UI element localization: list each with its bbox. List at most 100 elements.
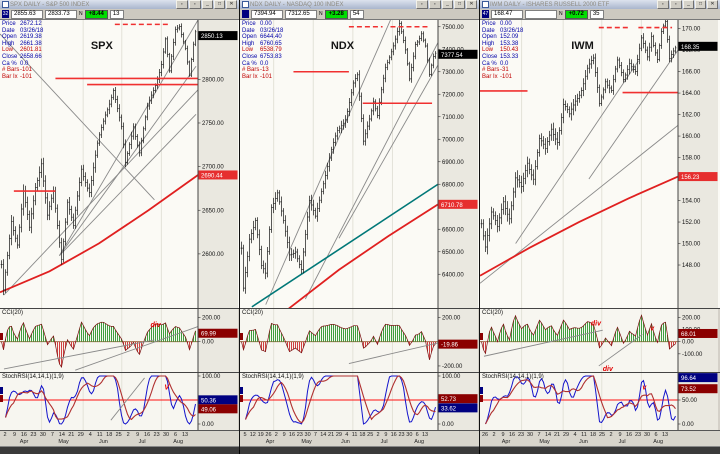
price-chart[interactable]: 2800.00 2750.00 2700.00 2650.00 2600.00 2690.… (0, 20, 239, 308)
window-titlebar[interactable]: IWM DAILY - ISHARES RUSSELL 2000 ETF ▪ ▪… (480, 0, 720, 9)
last-price-box: 168.35 (678, 41, 718, 51)
svg-text:0.00: 0.00 (682, 422, 694, 428)
maximize-button[interactable]: □ (214, 0, 225, 9)
cci-canvas[interactable]: 200.00 -200.00 -19.86 (240, 309, 478, 372)
month-label: Aug (173, 439, 184, 445)
chart-tool-icon[interactable]: ▪ (670, 0, 682, 9)
stochrsi-canvas[interactable]: v 50.00 0.00 96.64 73.52 (480, 373, 718, 430)
date-tick: 23 (517, 432, 525, 438)
cci-panel[interactable]: 200.00 -200.00 -19.86 CCI(20) (240, 308, 479, 372)
cci-value-box: 69.99 (198, 328, 238, 338)
svg-text:152.00: 152.00 (682, 220, 701, 226)
date-tick: 5 (243, 432, 247, 438)
stochrsi-panel[interactable]: V 100.00 0.00 50.36 49.06 StochRSI(14,14,1)(… (0, 372, 239, 430)
price-bars (480, 20, 677, 255)
window-titlebar[interactable]: SPX DAILY - S&P 500 INDEX ▪ ▪ _ □ ✕ (0, 0, 239, 9)
prev-price-box (525, 9, 557, 19)
scrollbar[interactable] (480, 446, 720, 454)
price-chart-canvas[interactable]: 170.00 168.00 166.00 164.00 162.00 160.00 158.… (480, 20, 718, 308)
time-axis[interactable]: 5 12 19 26 2 9 16 23 30 7 14 21 29 4 11 18 25 2 9 16 23 30 6 13… (240, 430, 479, 446)
chart-tool-icon[interactable]: ▪ (189, 0, 201, 9)
cci-panel[interactable]: div 200.00 0.00 69.99 CCI(20) (0, 308, 239, 372)
chart-tool-icon[interactable]: ▪ (176, 0, 188, 9)
window-title: SPX DAILY - S&P 500 INDEX (10, 1, 90, 8)
last-price-box: 2850.13 (198, 31, 238, 41)
month-label: Aug (653, 439, 664, 445)
date-tick: 29 (562, 432, 570, 438)
date-tick: 4 (345, 432, 349, 438)
month-label: Apr (501, 439, 511, 445)
maximize-button[interactable]: □ (454, 0, 465, 9)
close-button[interactable]: ✕ (707, 0, 718, 9)
exchange-flag: N (559, 11, 563, 17)
svg-text:2700.00: 2700.00 (202, 165, 224, 171)
chart-window: SPX DAILY - S&P 500 INDEX ▪ ▪ _ □ ✕ 32 2… (0, 0, 240, 454)
date-tick: 6 (173, 432, 178, 438)
maximize-button[interactable]: □ (695, 0, 706, 9)
trendline (483, 329, 603, 357)
price-chart[interactable]: 7500.007400.007300.007200.007100.007000.… (240, 20, 479, 308)
trendline (75, 326, 199, 371)
change-box: +8.44 (84, 9, 108, 19)
date-tick: 26 (481, 432, 489, 438)
price-chart-canvas[interactable]: 7500.007400.007300.007200.007100.007000.… (240, 20, 478, 308)
scrollbar[interactable] (240, 446, 479, 454)
close-button[interactable]: ✕ (466, 0, 477, 9)
stochrsi-value-box: 96.64 (678, 373, 718, 383)
symbol-flag: 32 (2, 10, 9, 18)
chart-tool-icon[interactable]: ▪ (416, 0, 428, 9)
scrollbar[interactable] (0, 446, 239, 454)
quote-header: 7394.94 7312.65 N +3.28 54 (240, 9, 479, 20)
close-button[interactable]: ✕ (226, 0, 237, 9)
trendline (338, 64, 439, 239)
count-box: 13 (109, 9, 124, 19)
svg-text:160.00: 160.00 (682, 134, 701, 140)
date-tick: 18 (589, 432, 597, 438)
date-tick: 25 (115, 432, 122, 438)
date-tick: 12 (249, 432, 256, 438)
divergence-annotation: div (150, 322, 161, 329)
chart-tool-icon[interactable]: ▪ (657, 0, 669, 9)
price-chart-canvas[interactable]: 2800.00 2750.00 2700.00 2650.00 2600.00 2690.… (0, 20, 238, 308)
svg-text:200.00: 200.00 (442, 315, 461, 321)
stochrsi-value-box: 73.52 (678, 384, 718, 394)
chart-window: NDX DAILY - NASDAQ 100 INDEX ▪ ▪ _ □ ✕ 7… (240, 0, 480, 454)
stochrsi-panel[interactable]: 100.00 0.00 52.73 33.62 StochRSI(14,14,1)(1… (240, 372, 479, 430)
svg-text:100.00: 100.00 (202, 374, 221, 380)
svg-text:200.00: 200.00 (202, 315, 221, 321)
month-label: Jul (618, 439, 626, 445)
stochrsi-value-box: 52.73 (438, 394, 478, 404)
stochrsi-canvas[interactable]: 100.00 0.00 52.73 33.62 (240, 373, 478, 430)
date-tick: 23 (30, 432, 37, 438)
svg-text:6900.00: 6900.00 (442, 160, 464, 166)
exchange-flag: N (319, 11, 323, 17)
minimize-button[interactable]: _ (442, 0, 453, 9)
trendline (3, 89, 199, 296)
svg-text:52.73: 52.73 (441, 397, 457, 403)
panel-edge-mark (240, 387, 243, 394)
price-chart[interactable]: 170.00 168.00 166.00 164.00 162.00 160.00 158.… (480, 20, 720, 308)
date-tick: 9 (136, 432, 140, 438)
chart-tool-icon[interactable]: ▪ (429, 0, 441, 9)
cci-canvas[interactable]: div 200.00 0.00 69.99 (0, 309, 238, 372)
trendline (59, 113, 197, 256)
svg-text:-19.86: -19.86 (441, 343, 459, 349)
trendline (59, 20, 199, 256)
svg-text:168.35: 168.35 (681, 45, 700, 51)
panel-edge-mark (0, 395, 3, 402)
stochrsi-panel[interactable]: v 50.00 0.00 96.64 73.52 StochRSI(14,14,1)(1… (480, 372, 720, 430)
month-label: Jul (138, 439, 146, 445)
time-axis[interactable]: 2 9 16 23 30 7 14 21 29 4 11 18 25 2 9 16 23 30 6 13 Apr May J… (0, 430, 239, 446)
date-tick: 7 (313, 432, 317, 438)
window-titlebar[interactable]: NDX DAILY - NASDAQ 100 INDEX ▪ ▪ _ □ ✕ (240, 0, 479, 9)
stochrsi-canvas[interactable]: V 100.00 0.00 50.36 49.06 (0, 373, 238, 430)
date-tick: 19 (257, 432, 264, 438)
svg-text:2850.13: 2850.13 (201, 34, 223, 40)
date-tick: 13 (661, 432, 669, 438)
time-axis[interactable]: 26 2 9 16 23 30 7 14 21 29 4 11 18 25 2 9 16 23 30 6 13 Apr Ma… (480, 430, 720, 446)
minimize-button[interactable]: _ (202, 0, 213, 9)
date-tick: 13 (181, 432, 189, 438)
minimize-button[interactable]: _ (683, 0, 694, 9)
